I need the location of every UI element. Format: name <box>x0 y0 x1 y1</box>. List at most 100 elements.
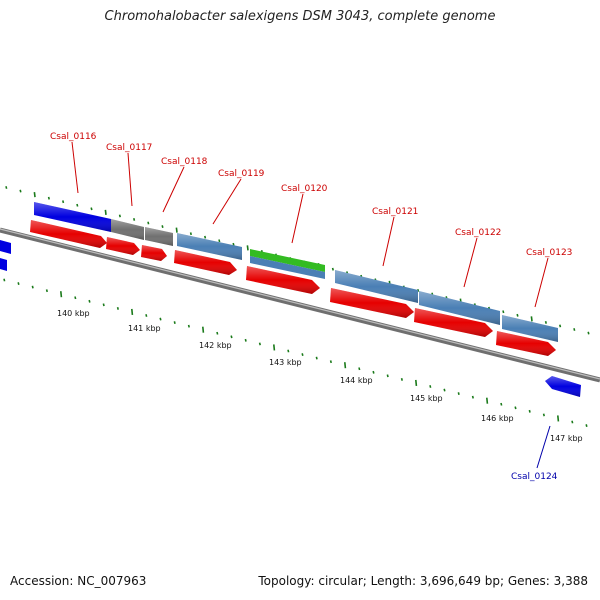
feature-row-cds <box>30 220 556 356</box>
scale-tick <box>131 308 134 316</box>
gene-feature-green[interactable] <box>250 249 325 272</box>
scale-tick <box>344 362 347 369</box>
gene-feature-blue[interactable] <box>0 240 11 254</box>
scale-tick <box>415 379 418 387</box>
gene-label[interactable]: Csal_0119 <box>218 169 265 179</box>
tick-mark <box>118 214 121 218</box>
scale-tick <box>557 415 560 422</box>
callout-lines <box>71 141 549 308</box>
gene-label[interactable]: Csal_0124 <box>511 472 558 482</box>
tick-mark <box>232 242 235 246</box>
reverse-shading <box>545 376 581 397</box>
scale-tick <box>273 344 276 351</box>
tick-mark <box>76 203 79 207</box>
scale-tick <box>542 413 545 417</box>
scale-tick <box>358 367 361 371</box>
scale-label: 140 kbp <box>57 309 90 318</box>
tick-mark <box>133 218 136 221</box>
scale-label: 141 kbp <box>128 324 161 333</box>
scale-tick <box>315 356 318 360</box>
scale-tick <box>173 321 176 325</box>
inner-scale-ticks <box>3 278 588 427</box>
tick-mark <box>573 328 576 331</box>
map-title: Chromohalobacter salexigens DSM 3043, co… <box>104 9 496 24</box>
tick-mark <box>62 200 65 204</box>
scale-tick <box>3 278 6 282</box>
genome-backbone <box>0 227 600 383</box>
gene-label[interactable]: Csal_0116 <box>50 132 97 142</box>
callout-line <box>463 237 478 288</box>
tick-mark <box>161 225 164 228</box>
callout-line <box>291 193 304 244</box>
scale-tick <box>60 291 63 298</box>
scale-tick <box>17 282 20 285</box>
scale-labels: 140 kbp 141 kbp 142 kbp 143 kbp 144 kbp … <box>57 309 583 443</box>
gene-label[interactable]: Csal_0117 <box>106 143 152 153</box>
genome-backbone-highlight <box>0 228 600 380</box>
scale-tick <box>571 420 574 424</box>
gene-feature-blue[interactable] <box>0 258 7 271</box>
tick-mark <box>33 192 36 198</box>
accession-text: Accession: NC_007963 <box>10 574 147 588</box>
scale-tick <box>202 326 205 333</box>
tick-mark <box>104 209 107 215</box>
scale-tick <box>457 392 460 396</box>
gene-label[interactable]: Csal_0122 <box>455 228 501 238</box>
tick-mark <box>204 235 207 239</box>
tick-mark <box>544 320 547 324</box>
scale-tick <box>500 402 503 406</box>
tick-mark <box>90 207 93 211</box>
scale-tick <box>116 306 119 310</box>
gene-label[interactable]: Csal_0118 <box>161 157 208 167</box>
cds-shading <box>30 220 556 356</box>
scale-tick <box>102 303 105 307</box>
scale-tick <box>329 360 332 364</box>
scale-tick <box>258 342 261 346</box>
scale-tick <box>216 331 219 335</box>
gene-label[interactable]: Csal_0123 <box>526 248 572 258</box>
callout-line <box>382 216 395 267</box>
tick-mark <box>175 227 178 233</box>
callout-line-reverse <box>536 425 551 469</box>
callout-line <box>534 257 549 308</box>
scale-tick <box>301 353 304 356</box>
scale-tick <box>31 285 34 289</box>
scale-tick <box>528 409 531 413</box>
tick-mark <box>189 232 192 236</box>
scale-tick <box>74 296 77 300</box>
gene-label[interactable]: Csal_0120 <box>281 184 328 194</box>
scale-tick <box>287 349 290 353</box>
scale-label: 142 kbp <box>199 341 232 350</box>
scale-tick <box>45 289 48 293</box>
gene-feature-steelblue[interactable] <box>250 256 325 279</box>
scale-tick <box>145 314 148 317</box>
scale-tick <box>443 388 446 392</box>
tick-mark <box>47 196 50 200</box>
feature-row-outer <box>0 202 558 342</box>
scale-tick <box>187 324 190 328</box>
gene-label[interactable]: Csal_0121 <box>372 207 418 217</box>
scale-tick <box>244 338 247 342</box>
tick-mark <box>559 324 562 328</box>
tick-mark <box>246 245 249 251</box>
callout-line <box>212 178 242 225</box>
scale-tick <box>230 335 233 339</box>
tick-mark <box>331 267 334 271</box>
tick-mark <box>530 316 533 322</box>
scale-tick <box>514 406 517 410</box>
tick-mark <box>147 221 150 225</box>
tick-mark <box>218 239 221 243</box>
callout-line <box>71 141 79 194</box>
scale-label: 147 kbp <box>550 434 583 443</box>
tick-mark <box>417 289 420 292</box>
genome-summary-text: Topology: circular; Length: 3,696,649 bp… <box>258 574 588 588</box>
scale-label: 145 kbp <box>410 394 443 403</box>
scale-tick <box>429 385 432 388</box>
feature-shading <box>34 202 558 342</box>
scale-tick <box>159 317 162 321</box>
scale-tick <box>88 299 91 303</box>
callout-line <box>127 152 133 207</box>
scale-label: 146 kbp <box>481 414 514 423</box>
tick-mark <box>5 186 8 189</box>
